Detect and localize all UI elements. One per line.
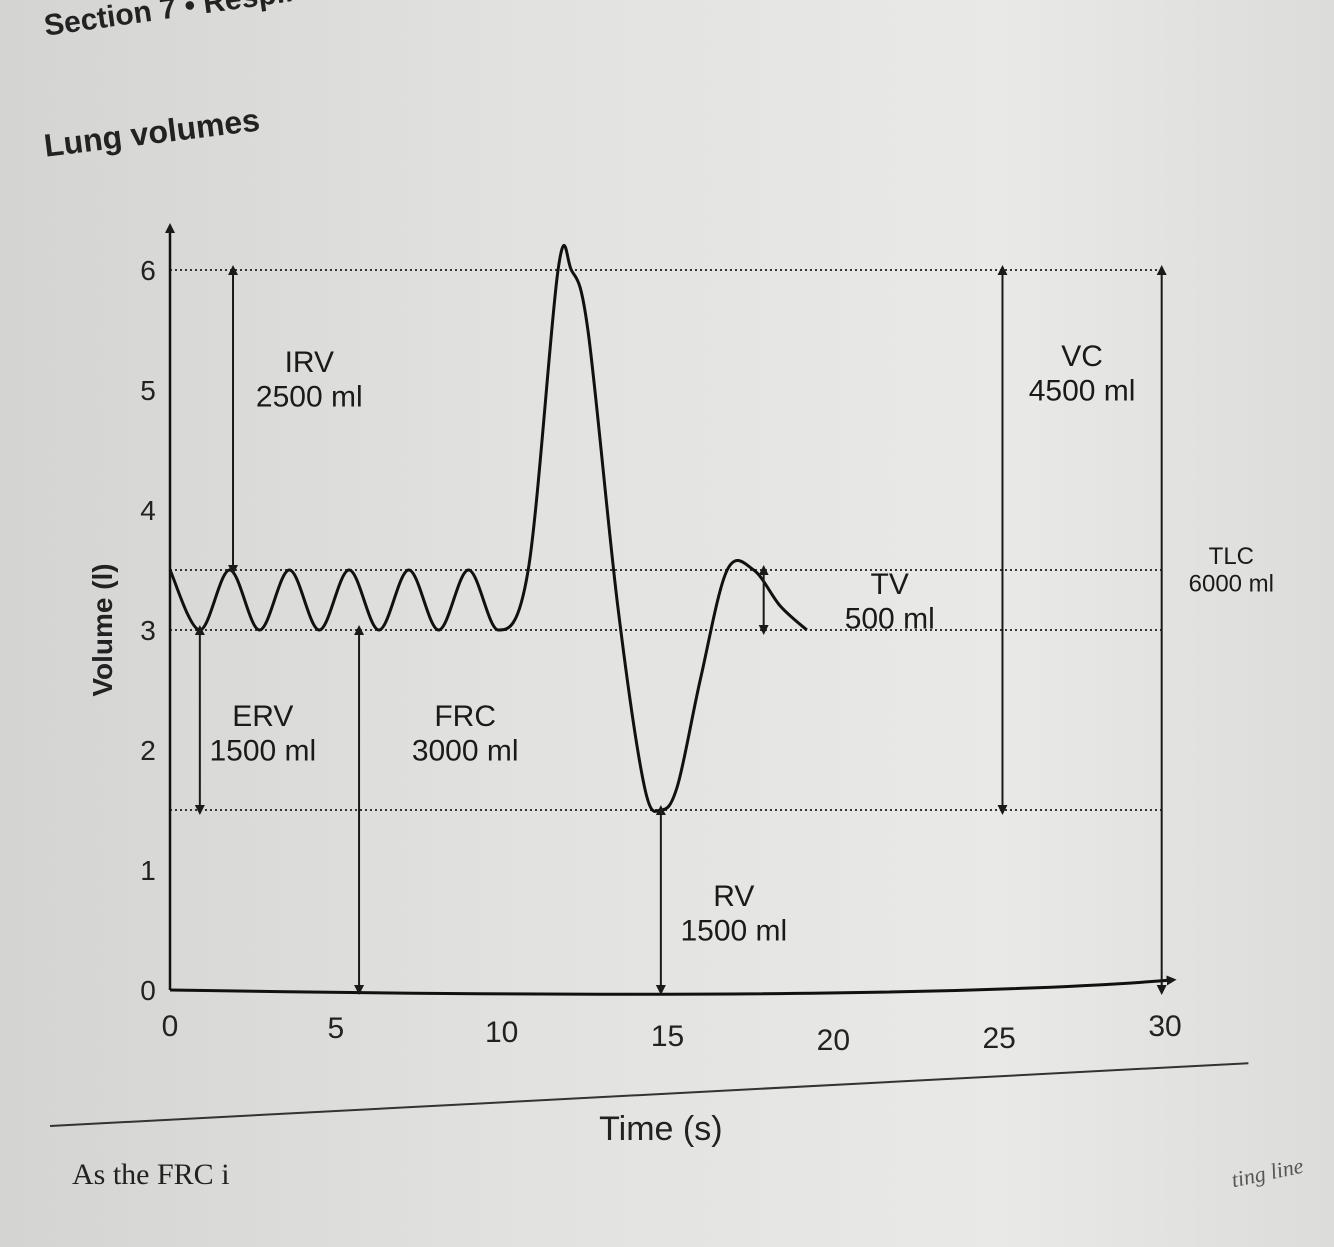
x-tick-label: 5 [327, 1012, 344, 1045]
y-tick-label: 3 [140, 615, 156, 646]
y-tick-label: 5 [140, 375, 156, 406]
frc-name-label: FRC [434, 700, 496, 733]
x-axis [169, 975, 1177, 996]
y-tick-label: 2 [140, 735, 156, 766]
erv-name-label: ERV [232, 700, 293, 733]
irv-value-label: 2500 ml [256, 381, 363, 414]
x-tick-label: 30 [1148, 1010, 1181, 1043]
vc-value-label: 4500 ml [1029, 375, 1136, 408]
x-tick-label: 25 [982, 1022, 1015, 1055]
vc-name-label: VC [1061, 340, 1103, 373]
tlc-name-label: TLC [1209, 543, 1254, 570]
y-tick-label: 0 [140, 975, 156, 1006]
y-tick-label: 4 [140, 495, 156, 526]
y-axis-label: Volume (l) [87, 563, 118, 696]
x-tick-label: 10 [485, 1016, 518, 1049]
volume-trace-line [168, 243, 808, 813]
tv-value-label: 500 ml [845, 603, 935, 636]
body-text-fragment: As the FRC i [72, 1158, 230, 1191]
rv-name-label: RV [713, 880, 754, 913]
tv-name-label: TV [871, 568, 909, 601]
tlc-value-label: 6000 ml [1189, 571, 1274, 598]
erv-value-label: 1500 ml [209, 735, 316, 768]
x-tick-label: 0 [162, 1010, 179, 1043]
rv-value-label: 1500 ml [680, 915, 787, 948]
x-tick-label: 15 [651, 1020, 684, 1053]
x-axis-label: Time (s) [599, 1110, 722, 1148]
lung-volumes-chart: 0 1 2 3 4 5 6 0 5 10 15 20 25 30 Time (s) Volume (l) IR… [87, 223, 1274, 1148]
y-tick-label: 6 [140, 255, 156, 286]
x-tick-label: 20 [817, 1024, 850, 1057]
y-tick-label: 1 [140, 855, 156, 886]
irv-name-label: IRV [285, 346, 334, 379]
frc-value-label: 3000 ml [412, 735, 519, 768]
